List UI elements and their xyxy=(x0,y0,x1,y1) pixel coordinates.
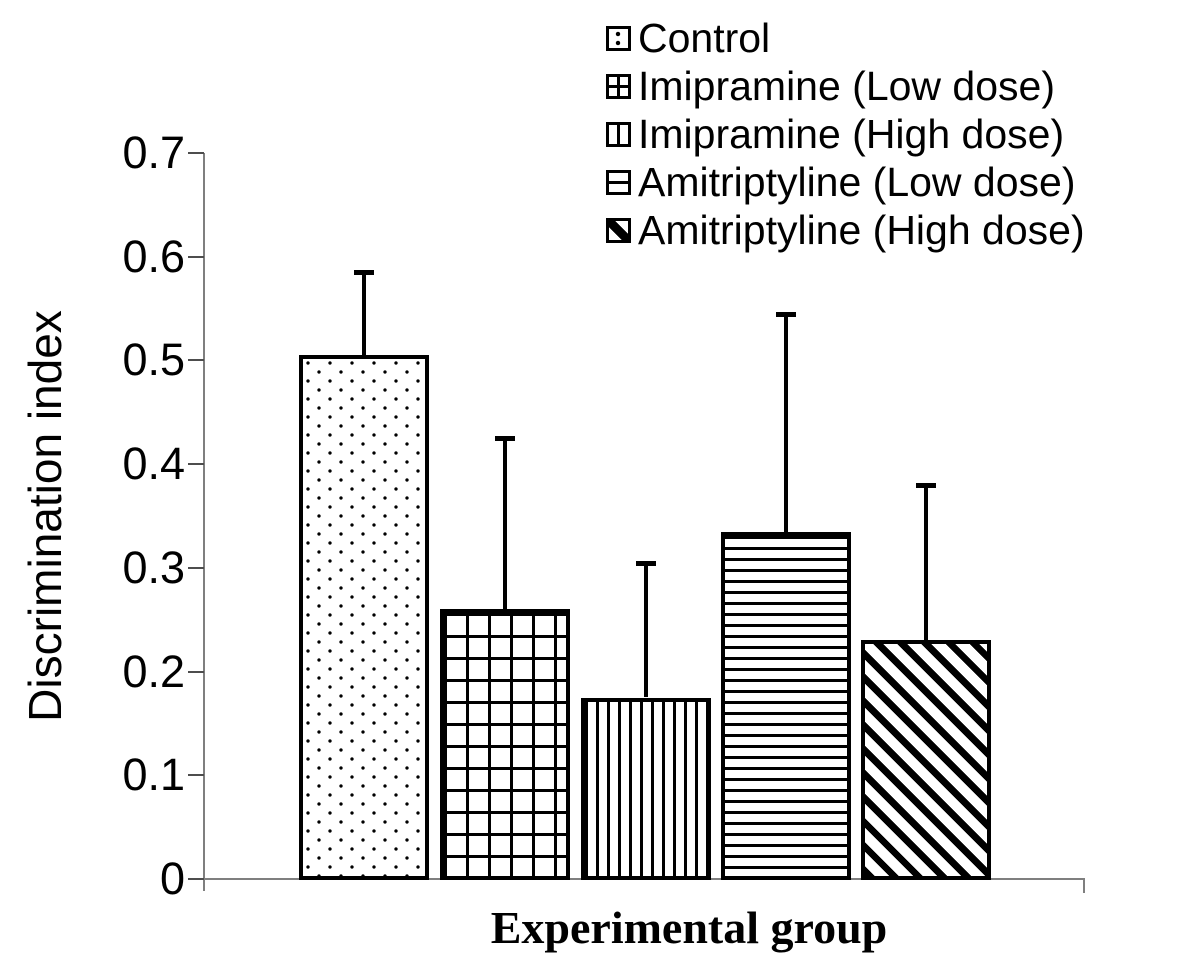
y-tick xyxy=(188,152,204,154)
y-tick-label: 0.7 xyxy=(122,127,185,178)
legend-label: Control xyxy=(638,15,771,61)
legend-item: Amitriptyline (Low dose) xyxy=(606,158,1085,206)
x-axis-title: Experimental group xyxy=(490,902,888,953)
y-tick-label: 0.3 xyxy=(122,541,185,593)
bar xyxy=(861,640,991,880)
legend-label: Imipramine (Low dose) xyxy=(638,63,1055,109)
error-bar-cap xyxy=(776,311,796,317)
error-bar-line xyxy=(503,438,507,610)
y-tick xyxy=(188,566,204,569)
y-tick xyxy=(188,359,204,362)
y-tick-label: 0.4 xyxy=(122,438,185,490)
vstripes-pattern-swatch-icon xyxy=(606,121,631,147)
y-tick-label: 0.5 xyxy=(122,334,185,386)
error-bar-line xyxy=(644,562,648,698)
grid-pattern-swatch-icon xyxy=(606,73,631,99)
legend: Control Imipramine (Low dose) Imipramine (… xyxy=(606,14,1085,254)
y-tick-label: 0.6 xyxy=(122,230,185,282)
legend-item: Control xyxy=(606,14,1085,62)
legend-label: Imipramine (High dose) xyxy=(638,111,1065,157)
error-bar-cap xyxy=(916,482,936,488)
bar xyxy=(721,531,851,880)
bar xyxy=(581,697,711,880)
y-tick xyxy=(188,463,204,466)
error-bar-line xyxy=(784,313,788,532)
legend-item: Imipramine (High dose) xyxy=(606,110,1085,158)
error-bar-cap xyxy=(495,436,515,442)
y-tick xyxy=(188,670,204,673)
y-tick xyxy=(188,878,204,880)
legend-label: Amitriptyline (High dose) xyxy=(638,207,1085,253)
error-bar-cap xyxy=(354,270,374,276)
legend-item: Amitriptyline (High dose) xyxy=(606,206,1085,254)
y-tick-label: 0 xyxy=(159,853,185,904)
diag-pattern-swatch-icon xyxy=(606,217,631,243)
legend-label: Amitriptyline (Low dose) xyxy=(638,159,1076,205)
y-tick-label: 0.1 xyxy=(122,749,185,801)
hstripes-pattern-swatch-icon xyxy=(606,169,631,195)
y-axis-line xyxy=(203,153,205,891)
error-bar-cap xyxy=(636,560,656,566)
x-axis-end-tick xyxy=(1083,879,1085,893)
y-axis-title: Discrimination index xyxy=(19,310,71,722)
bar xyxy=(440,609,570,880)
y-tick xyxy=(188,255,204,258)
y-tick-label: 0.2 xyxy=(122,645,185,697)
legend-item: Imipramine (Low dose) xyxy=(606,62,1085,110)
y-tick xyxy=(188,774,204,777)
error-bar-line xyxy=(924,484,928,641)
dots-pattern-swatch-icon xyxy=(606,25,631,51)
error-bar-line xyxy=(362,272,366,356)
bar xyxy=(299,355,429,880)
